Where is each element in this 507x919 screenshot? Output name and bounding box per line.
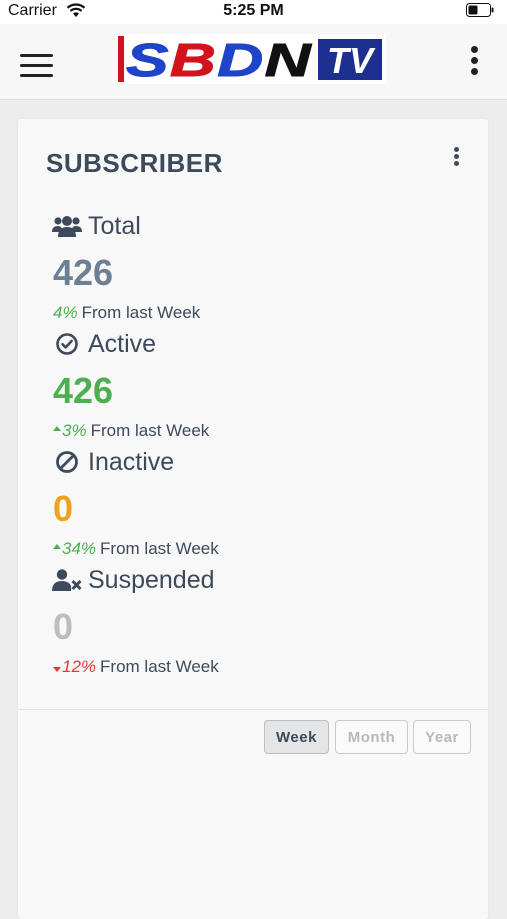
- stat-total-change: 4% From last Week: [53, 303, 200, 323]
- status-time: 5:25 PM: [223, 2, 284, 19]
- stat-total-header: Total: [52, 211, 141, 241]
- period-month-button[interactable]: Month: [335, 720, 408, 754]
- more-options-button[interactable]: [468, 45, 482, 77]
- stat-label: Active: [88, 329, 157, 358]
- stat-label: Suspended: [88, 565, 215, 594]
- stat-suspended-change: 12% From last Week: [53, 657, 219, 677]
- stat-suspended-header: Suspended: [52, 565, 215, 595]
- change-percent: 3%: [62, 421, 87, 440]
- hamburger-menu-button[interactable]: [20, 54, 53, 78]
- status-bar: Carrier 5:25 PM: [0, 0, 507, 24]
- card-title: SUBSCRIBER: [46, 148, 223, 178]
- period-year-button[interactable]: Year: [413, 720, 471, 754]
- stat-label: Inactive: [88, 447, 175, 476]
- change-text: From last Week: [100, 657, 219, 676]
- logo-letter-s: S: [126, 34, 170, 84]
- stat-inactive-header: Inactive: [52, 447, 174, 477]
- trend-down-icon: [53, 667, 61, 672]
- battery-icon: [466, 3, 494, 17]
- card-divider: [18, 709, 488, 710]
- change-percent: 4%: [53, 303, 78, 322]
- logo-letter-n: N: [265, 34, 312, 84]
- stat-total-value: 426: [53, 252, 114, 293]
- check-circle-icon: [52, 331, 82, 357]
- stat-active-change: 3% From last Week: [53, 421, 209, 441]
- trend-up-icon: [53, 544, 61, 549]
- change-text: From last Week: [100, 539, 219, 558]
- stat-inactive-value: 0: [53, 488, 74, 529]
- subscriber-card: SUBSCRIBER Total 426 4% From last Week: [18, 119, 488, 919]
- ban-icon: [52, 449, 82, 475]
- change-percent: 34%: [62, 539, 97, 558]
- logo-letter-b: B: [170, 34, 217, 84]
- wifi-icon: [66, 3, 86, 17]
- trend-up-icon: [53, 426, 61, 431]
- stat-suspended-value: 0: [53, 606, 74, 647]
- user-times-icon: [52, 567, 82, 593]
- carrier-label: Carrier: [8, 2, 57, 19]
- change-percent: 12%: [62, 657, 97, 676]
- card-menu-button[interactable]: [452, 147, 462, 167]
- change-text: From last Week: [90, 421, 210, 440]
- logo-letter-d: D: [217, 34, 264, 84]
- logo-badge-text: TV: [327, 40, 376, 81]
- users-icon: [52, 213, 82, 239]
- period-week-button[interactable]: Week: [264, 720, 329, 754]
- change-text: From last Week: [81, 303, 201, 322]
- stat-active-value: 426: [53, 370, 114, 411]
- stat-label: Total: [88, 211, 141, 240]
- stat-inactive-change: 34% From last Week: [53, 539, 219, 559]
- stat-active-header: Active: [52, 329, 156, 359]
